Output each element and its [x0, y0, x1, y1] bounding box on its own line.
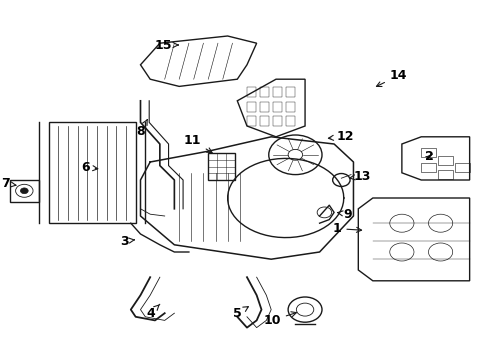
- Bar: [420, 163, 435, 172]
- Bar: [285, 87, 294, 97]
- Bar: [437, 170, 452, 179]
- Text: 2: 2: [424, 150, 432, 163]
- Bar: [285, 116, 294, 126]
- Bar: [260, 102, 268, 112]
- Bar: [285, 102, 294, 112]
- Bar: [273, 102, 281, 112]
- Text: 7: 7: [1, 177, 16, 190]
- Text: 12: 12: [328, 130, 353, 143]
- Text: 8: 8: [137, 120, 147, 138]
- Bar: [420, 148, 435, 157]
- Bar: [273, 87, 281, 97]
- Text: 1: 1: [332, 222, 361, 235]
- Bar: [10, 180, 39, 202]
- Bar: [260, 116, 268, 126]
- Text: 10: 10: [263, 312, 296, 327]
- Text: 5: 5: [233, 307, 248, 320]
- Text: 4: 4: [146, 304, 160, 320]
- Text: 14: 14: [376, 69, 407, 86]
- Text: 3: 3: [120, 235, 134, 248]
- Text: 13: 13: [349, 170, 370, 183]
- Text: 9: 9: [337, 208, 352, 221]
- Text: 15: 15: [154, 39, 178, 51]
- Bar: [246, 116, 255, 126]
- Bar: [273, 116, 281, 126]
- Text: 6: 6: [81, 161, 98, 174]
- Bar: [208, 153, 234, 180]
- Bar: [246, 87, 255, 97]
- Bar: [260, 87, 268, 97]
- Text: 11: 11: [183, 134, 212, 153]
- Bar: [437, 156, 452, 165]
- Circle shape: [20, 188, 28, 194]
- Bar: [454, 163, 468, 172]
- Bar: [246, 102, 255, 112]
- Bar: [48, 122, 135, 223]
